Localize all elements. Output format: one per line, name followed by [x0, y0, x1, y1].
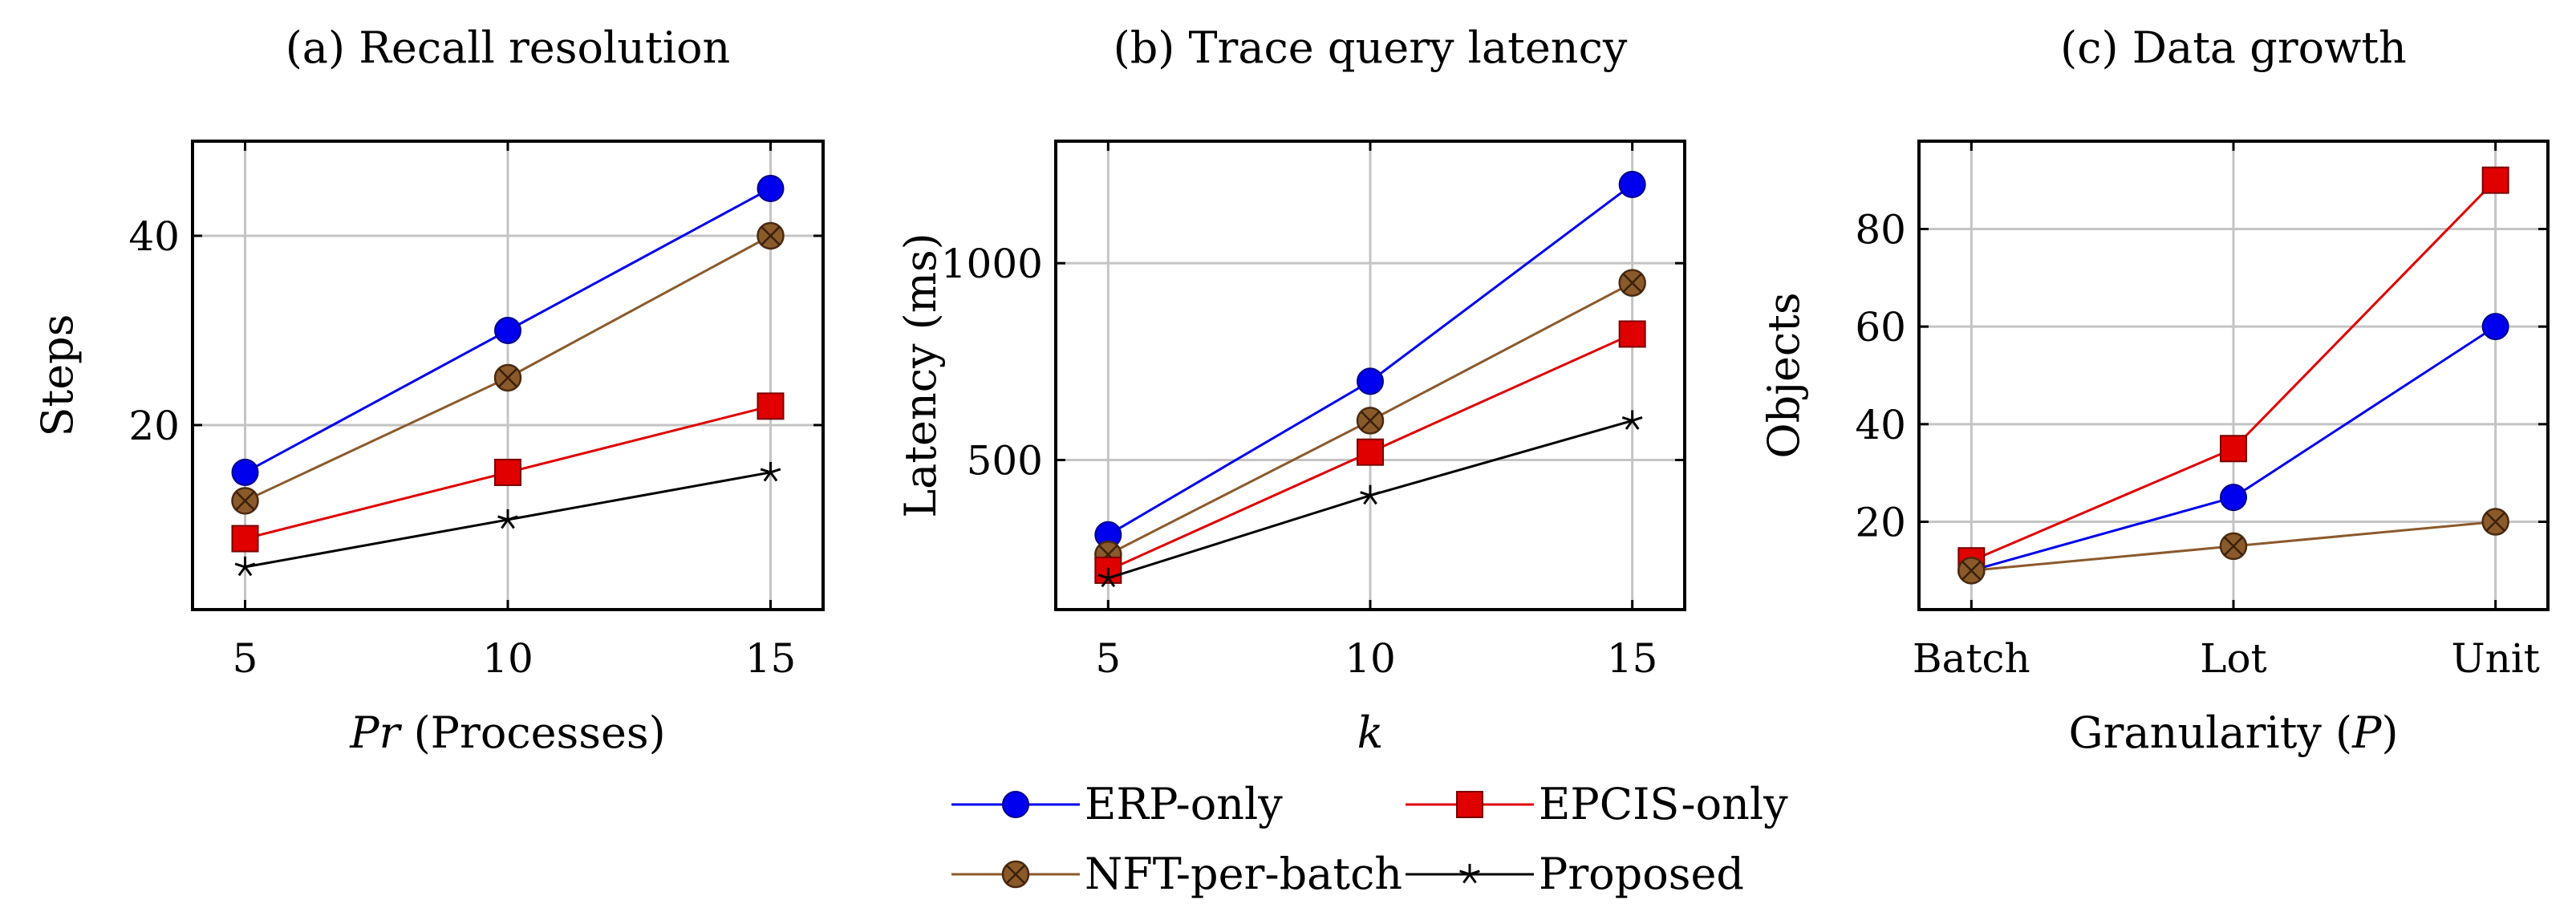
data-point [1618, 320, 1646, 348]
legend-label: EPCIS-only [1539, 779, 1788, 829]
data-point [2481, 313, 2509, 341]
legend-marker [1001, 860, 1030, 889]
y-tick-label: 1000 [941, 241, 1043, 287]
legend-entry-proposed: Proposed [1406, 849, 1744, 899]
data-point [231, 458, 259, 486]
x-axis-label: Pr (Processes) [349, 707, 665, 758]
legend-label: NFT-per-batch [1085, 849, 1402, 899]
legend-entry-nft-per-batch: NFT-per-batch [951, 849, 1402, 899]
legend-label: ERP-only [1085, 779, 1283, 829]
data-point [494, 316, 521, 344]
y-tick-label: 500 [967, 438, 1043, 484]
data-point [757, 174, 785, 202]
data-point [231, 487, 259, 515]
x-tick-label: 15 [1607, 635, 1658, 682]
series-proposed [234, 461, 781, 577]
data-point [1097, 567, 1119, 588]
legend: ERP-only EPCIS-only NFT-per-batch Proposed [951, 779, 1788, 899]
x-axis-label: k [1357, 707, 1384, 758]
data-point [1957, 557, 1986, 585]
chart-title: (a) Recall resolution [286, 22, 731, 73]
data-point [2219, 532, 2248, 561]
data-point [757, 392, 785, 420]
series-epcis-only [1094, 320, 1646, 584]
chart-panel-3: Batch Lot Unit 20 40 60 80 (c) Data growth Granu… [1759, 22, 2550, 758]
y-tick-label: 40 [128, 213, 180, 260]
data-point [757, 221, 785, 250]
y-axis-label: Steps [32, 314, 83, 437]
data-point [234, 556, 256, 577]
data-point [493, 363, 522, 392]
data-point [1618, 170, 1646, 198]
legend-entry-erp-only: ERP-only [951, 779, 1283, 829]
series-nft-per-batch [1094, 269, 1646, 569]
y-axis-label: Objects [1759, 292, 1809, 458]
data-point [2481, 508, 2509, 536]
x-tick-label: Unit [2451, 635, 2539, 682]
legend-marker [1459, 864, 1480, 884]
x-tick-label: 5 [233, 635, 258, 682]
data-point [1357, 438, 1384, 466]
series-erp-only [1094, 170, 1646, 549]
y-axis-label: Latency (ms) [895, 233, 946, 517]
data-point [1357, 367, 1384, 395]
data-point [494, 458, 521, 486]
x-tick-label: Batch [1913, 635, 2030, 682]
data-point [760, 461, 781, 482]
data-point [2220, 484, 2247, 512]
y-tick-label: 60 [1855, 304, 1906, 351]
chart-title: (c) Data growth [2060, 22, 2407, 73]
legend-label: Proposed [1539, 849, 1744, 899]
legend-marker [1456, 791, 1483, 818]
x-tick-label: 10 [1345, 635, 1396, 682]
data-point [1356, 407, 1385, 435]
y-tick-label: 40 [1855, 402, 1906, 448]
y-tick-label: 20 [1855, 500, 1906, 546]
series-proposed [1097, 410, 1643, 588]
legend-entry-epcis-only: EPCIS-only [1406, 779, 1788, 829]
data-point [2220, 435, 2247, 463]
series-erp-only [231, 174, 785, 486]
data-point [231, 525, 259, 553]
series-nft-per-batch [1957, 508, 2509, 585]
legend-marker [1002, 791, 1029, 818]
chart-title: (b) Trace query latency [1114, 22, 1628, 73]
x-tick-label: 5 [1095, 635, 1121, 682]
chart-panels: 5 10 15 20 40 (a) Recall resolution Pr (Proces… [32, 22, 2550, 758]
y-tick-label: 80 [1855, 207, 1906, 253]
data-point [2481, 166, 2509, 194]
chart-panel-2: 5 10 15 500 1000 (b) Trace query latency k Late… [895, 22, 1686, 758]
chart-panel-1: 5 10 15 20 40 (a) Recall resolution Pr (Proces… [32, 22, 825, 758]
data-point [1360, 484, 1381, 505]
data-point [1618, 269, 1646, 297]
x-axis-label: Granularity (P) [2068, 707, 2398, 758]
series-nft-per-batch [231, 221, 785, 515]
x-tick-label: 10 [482, 635, 533, 682]
data-point [1621, 410, 1643, 430]
data-point [497, 509, 518, 529]
series-epcis-only [231, 392, 785, 553]
x-tick-label: Lot [2200, 635, 2266, 682]
y-tick-label: 20 [128, 403, 180, 449]
x-tick-label: 15 [745, 635, 797, 682]
